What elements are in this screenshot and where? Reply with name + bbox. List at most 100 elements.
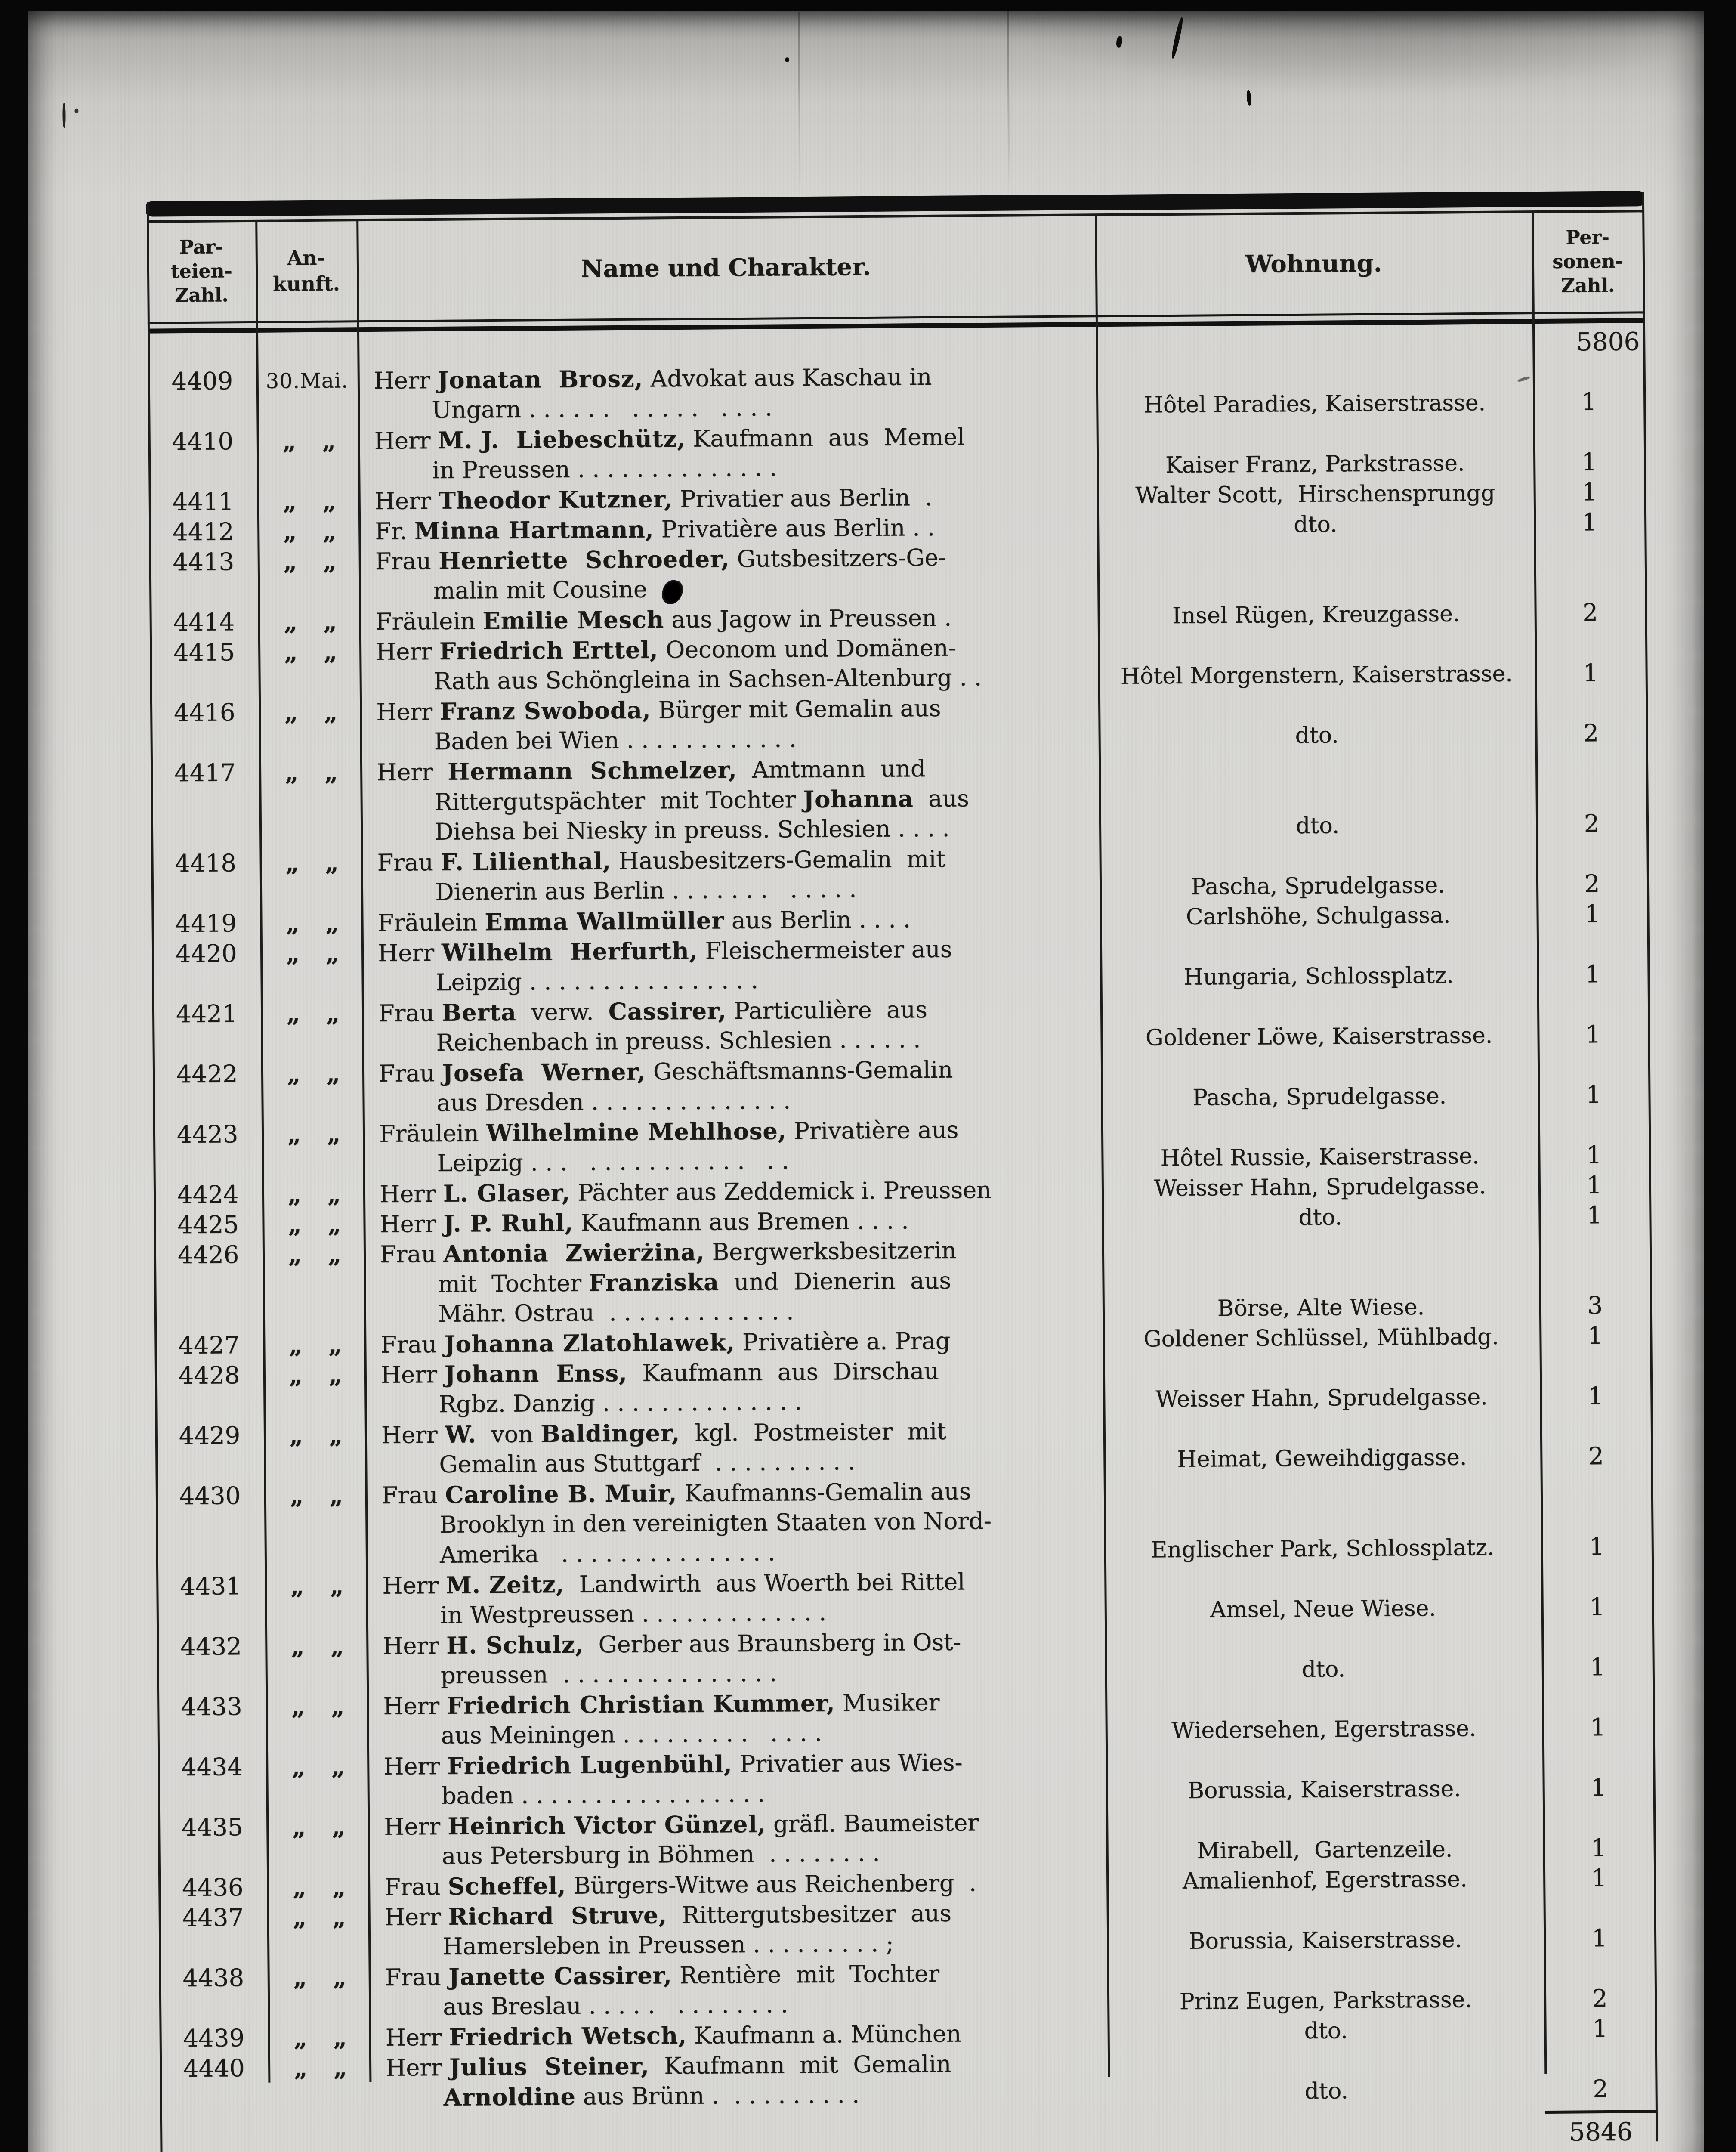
name-line: Herr L. Glaser, Pächter aus Zeddemick i.… [379, 1176, 992, 1208]
name-cell: Herr Theodor Kutzner, Privatier aus Berl… [358, 481, 1097, 516]
name-line: in Preussen . . . . . . . . . . . . . . [432, 454, 777, 484]
table-row: 4429 „ „ Herr W. von Baldinger, kgl. Post… [155, 1411, 1652, 1481]
arrival-cell: „ „ [264, 1420, 365, 1481]
table-row: 4437 „ „ Herr Richard Struve, Rittergutsb… [159, 1893, 1656, 1963]
residence-cell: Wiedersehen, Egerstrasse. [1105, 1683, 1542, 1746]
table-row: 4413 „ „ Frau Henriette Schroeder, Gutsbe… [149, 537, 1646, 608]
name-cell: Frau Henriette Schroeder, Gutsbesitzers-… [359, 541, 1098, 606]
residence-cell: Borussia, Kaiserstrasse. [1106, 1894, 1544, 1957]
party-number: 4425 [177, 1211, 239, 1240]
residence-cell: Walter Scott, Hirschensprungg [1097, 478, 1533, 511]
name-line: Herr Friedrich Christian Kummer, Musiker [383, 1688, 940, 1720]
arrival-ditto-marks: „ „ [286, 999, 340, 1028]
name-line: Fräulein Emma Wallmüller aus Berlin . . … [377, 906, 911, 937]
residence: Goldener Löwe, Kaiserstrasse. [1145, 1022, 1493, 1051]
persons-cell: 1 [1541, 1471, 1653, 1562]
persons-count: 1 [1590, 1713, 1606, 1742]
name-line: Herr Franz Swoboda, Bürger mit Gemalin a… [376, 694, 941, 726]
arrival-ditto-marks: „ „ [293, 2024, 347, 2052]
arrival-cell: „ „ [263, 1239, 364, 1330]
persons-cell: 2 [1544, 1953, 1656, 2014]
column-header-personen-zahl: Per- sonen- Zahl. [1532, 211, 1644, 312]
scan-streak [797, 12, 801, 193]
arrival-ditto-marks: „ „ [292, 1753, 345, 1781]
residence: dto. [1298, 1204, 1342, 1231]
persons-grand-total-value: 5846 [1569, 2117, 1633, 2147]
arrival-ditto-marks: „ „ [286, 939, 340, 968]
name-cell: Herr Friedrich Lugenbühl, Privatier aus … [367, 1746, 1106, 1812]
guest-rows: 4409 30.Mai. Herr Jonatan Brosz, Advokat… [148, 356, 1656, 2114]
name-line: Leipzig . . . . . . . . . . . . . . . . [437, 1147, 789, 1177]
arrival-ditto-marks: „ „ [291, 1692, 345, 1721]
residence-cell [1097, 538, 1534, 601]
persons-cell: 2 [1544, 2044, 1656, 2105]
persons-cell: 1 [1533, 356, 1645, 417]
residence: dto. [1304, 2018, 1348, 2044]
party-number: 4420 [175, 940, 237, 968]
residence-cell: dto. [1102, 1201, 1538, 1234]
table-header: Par- teien- Zahl. An- kunft. Name und Ch… [147, 211, 1644, 322]
page-content: Par- teien- Zahl. An- kunft. Name und Ch… [21, 5, 1713, 2152]
residence: Börse, Alte Wiese. [1217, 1294, 1425, 1322]
party-number: 4424 [177, 1181, 239, 1209]
party-number: 4423 [176, 1120, 238, 1149]
name-line: Herr Julius Steiner, Kaufmann mit Gemali… [385, 2050, 951, 2081]
arrival-cell: „ „ [260, 938, 362, 999]
party-number: 4429 [179, 1422, 241, 1450]
persons-count: 1 [1581, 448, 1597, 476]
ink-speck [1170, 16, 1184, 59]
name-cell: Herr Julius Steiner, Kaufmann mit Gemali… [369, 2047, 1108, 2113]
residence: Borussia, Kaiserstrasse. [1187, 1776, 1461, 1804]
party-number: 4410 [172, 427, 234, 456]
name-line: Rath aus Schöngleina in Sachsen-Altenbur… [433, 664, 982, 695]
name-line: Baden bei Wien . . . . . . . . . . . . [434, 725, 797, 755]
name-line: Reichenbach in preuss. Schlesien . . . .… [436, 1026, 921, 1056]
arrival-cell: „ „ [267, 1962, 369, 2023]
party-number: 4412 [172, 518, 234, 547]
arrival-ditto-marks: „ „ [284, 638, 337, 666]
name-cell: Frau F. Lilienthal, Hausbesitzers-Gemali… [361, 842, 1100, 908]
column-header-wohnung: Wohnung. [1095, 212, 1532, 315]
persons-cell: 1 [1543, 1893, 1655, 1954]
residence-cell: dto. [1105, 1623, 1542, 1686]
column-header-parteien-zahl: Par- teien- Zahl. [147, 221, 256, 322]
name-line: aus Petersburg in Böhmen . . . . . . . . [442, 1839, 880, 1870]
table-row: 4432 „ „ Herr H. Schulz, Gerber aus Braun… [157, 1622, 1653, 1692]
residence: dto. [1301, 1656, 1346, 1682]
table-row: 4440 „ „ Herr Julius Steiner, Kaufmann mi… [160, 2044, 1656, 2114]
arrival-ditto-marks: „ „ [293, 1903, 346, 1932]
name-cell: Frau Janette Cassirer, Rentière mit Toch… [368, 1957, 1107, 2022]
persons-cell [1534, 537, 1646, 598]
persons-count: 2 [1584, 870, 1600, 898]
residence-cell: dto. [1108, 2044, 1545, 2108]
table-row: 4430 „ „ Frau Caroline B. Muir, Kaufmanns… [156, 1471, 1653, 1572]
arrival-ditto-marks: „ „ [284, 608, 337, 636]
party-number: 4431 [179, 1572, 241, 1601]
persons-count: 2 [1593, 2075, 1609, 2103]
persons-cell: 1 [1544, 2013, 1656, 2044]
persons-cell: 1 [1538, 1200, 1650, 1231]
arrival-cell: „ „ [266, 1691, 367, 1752]
name-cell: Herr M. Zeitz, Landwirth aus Woerth bei … [366, 1565, 1105, 1631]
persons-count: 1 [1586, 1201, 1602, 1230]
residence: Heimat, Geweihdiggasse. [1177, 1444, 1467, 1472]
arrival-cell: „ „ [257, 516, 358, 547]
name-line: Ungarn . . . . . . . . . . . . . . . [432, 394, 772, 424]
ink-speck [1246, 90, 1252, 106]
party-number: 4440 [183, 2054, 245, 2083]
arrival-ditto-marks: „ „ [287, 1180, 341, 1209]
name-line: aus Dresden . . . . . . . . . . . . . . [436, 1087, 791, 1116]
name-cell: Fräulein Emma Wallmüller aus Berlin . . … [361, 903, 1100, 938]
persons-cell: 1 [1537, 989, 1649, 1050]
carry-over-total: 5806 [1576, 327, 1640, 357]
arrival-cell: „ „ [262, 1209, 363, 1240]
arrival-cell: „ „ [266, 1812, 368, 1873]
arrival-cell: „ „ [266, 1751, 368, 1812]
party-number: 4422 [176, 1060, 238, 1089]
name-line: Herr J. P. Ruhl, Kaufmann aus Bremen . .… [380, 1207, 909, 1238]
residence: Weisser Hahn, Sprudelgasse. [1154, 1173, 1486, 1202]
persons-count: 1 [1586, 1171, 1602, 1200]
persons-cell: 2 [1535, 748, 1647, 839]
arrival-cell: „ „ [261, 1058, 363, 1119]
paper-sheet: Par- teien- Zahl. An- kunft. Name und Ch… [28, 10, 1704, 2152]
